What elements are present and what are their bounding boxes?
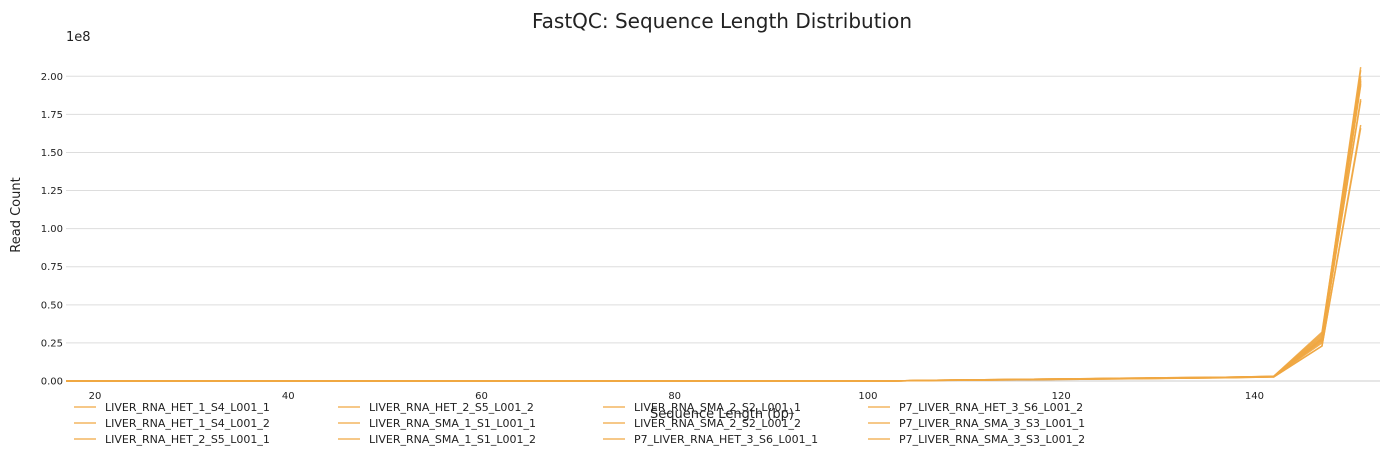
legend-entry: LIVER_RNA_SMA_2_S2_L001_1: [603, 401, 801, 414]
series-line: [66, 83, 1362, 382]
legend: LIVER_RNA_HET_1_S4_L001_1 LIVER_RNA_HET_1…: [74, 401, 1085, 446]
x-axis-label: Sequence Length (bp): [650, 407, 794, 422]
legend-label: P7_LIVER_RNA_HET_3_S6_L001_1: [634, 433, 818, 446]
legend-label: LIVER_RNA_HET_2_S5_L001_2: [369, 401, 534, 414]
x-tick-label: 60: [475, 391, 488, 402]
legend-entry: P7_LIVER_RNA_HET_3_S6_L001_1: [603, 433, 818, 446]
legend-entry: LIVER_RNA_SMA_2_S2_L001_2: [603, 417, 801, 430]
y-tick-label: 1.25: [41, 186, 63, 197]
y-tick-label: 0.00: [41, 377, 63, 388]
series-line: [66, 85, 1362, 382]
series-line: [66, 79, 1362, 382]
series-line: [66, 80, 1362, 382]
y-tick-label: 0.50: [41, 300, 63, 311]
legend-label: LIVER_RNA_SMA_2_S2_L001_1: [634, 401, 801, 414]
legend-entry: LIVER_RNA_HET_2_S5_L001_2: [338, 401, 534, 414]
grid-lines: [66, 75, 1380, 344]
y-axis-offset-label: 1e8: [66, 30, 91, 45]
y-tick-label: 2.00: [41, 72, 63, 83]
legend-label: P7_LIVER_RNA_HET_3_S6_L001_2: [899, 401, 1083, 414]
x-tick-label: 100: [858, 391, 877, 402]
y-tick-label: 1.50: [41, 148, 63, 159]
legend-label: LIVER_RNA_SMA_1_S1_L001_1: [369, 417, 536, 430]
series-line: [66, 100, 1362, 382]
chart-title: FastQC: Sequence Length Distribution: [532, 9, 912, 33]
legend-label: LIVER_RNA_SMA_1_S1_L001_2: [369, 433, 536, 446]
y-axis-label: Read Count: [9, 177, 24, 252]
legend-entry: P7_LIVER_RNA_SMA_3_S3_L001_2: [868, 433, 1085, 446]
y-tick-label: 1.75: [41, 110, 63, 121]
y-tick-label: 1.00: [41, 224, 63, 235]
legend-label: P7_LIVER_RNA_SMA_3_S3_L001_1: [899, 417, 1085, 430]
legend-label: P7_LIVER_RNA_SMA_3_S3_L001_2: [899, 433, 1085, 446]
y-tick-label: 0.25: [41, 338, 63, 349]
x-tick-label: 120: [1052, 391, 1071, 402]
series-line: [66, 98, 1362, 382]
legend-entry: LIVER_RNA_SMA_1_S1_L001_1: [338, 417, 536, 430]
legend-entry: P7_LIVER_RNA_HET_3_S6_L001_2: [868, 401, 1083, 414]
series-line: [66, 70, 1362, 382]
legend-label: LIVER_RNA_SMA_2_S2_L001_2: [634, 417, 801, 430]
x-tick-label: 140: [1245, 391, 1264, 402]
legend-entry: LIVER_RNA_HET_2_S5_L001_1: [74, 433, 270, 446]
x-tick-label: 40: [282, 391, 295, 402]
y-axis-ticks: 0.00 0.25 0.50 0.75 1.00 1.25 1.50 1.75 2.00: [41, 72, 63, 388]
y-tick-label: 0.75: [41, 262, 63, 273]
legend-label: LIVER_RNA_HET_1_S4_L001_2: [105, 417, 270, 430]
legend-entry: P7_LIVER_RNA_SMA_3_S3_L001_1: [868, 417, 1085, 430]
x-tick-label: 20: [89, 391, 102, 402]
series-line: [66, 82, 1362, 382]
legend-entry: LIVER_RNA_HET_1_S4_L001_2: [74, 417, 270, 430]
legend-label: LIVER_RNA_HET_2_S5_L001_1: [105, 433, 270, 446]
legend-label: LIVER_RNA_HET_1_S4_L001_1: [105, 401, 270, 414]
x-tick-label: 80: [668, 391, 681, 402]
series-lines: [66, 66, 1362, 382]
x-axis-ticks: 20 40 60 80 100 120 140: [89, 391, 1264, 402]
legend-entry: LIVER_RNA_HET_1_S4_L001_1: [74, 401, 270, 414]
legend-entry: LIVER_RNA_SMA_1_S1_L001_2: [338, 433, 536, 446]
